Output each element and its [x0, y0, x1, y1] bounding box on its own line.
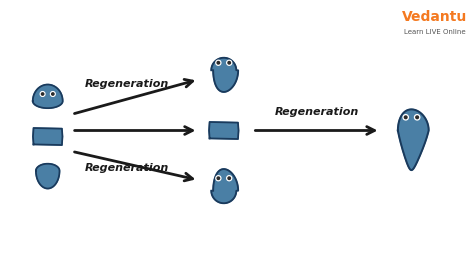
Polygon shape — [211, 58, 238, 92]
Polygon shape — [209, 122, 238, 139]
Polygon shape — [33, 128, 63, 145]
Text: Regeneration: Regeneration — [274, 107, 358, 117]
Circle shape — [217, 62, 219, 64]
Circle shape — [40, 92, 45, 96]
Circle shape — [216, 60, 221, 65]
Polygon shape — [36, 164, 60, 188]
Text: Vedantu: Vedantu — [402, 10, 467, 24]
Circle shape — [50, 92, 55, 96]
Text: Regeneration: Regeneration — [84, 163, 169, 173]
Polygon shape — [398, 109, 428, 170]
Polygon shape — [33, 85, 63, 108]
Circle shape — [217, 177, 219, 180]
Polygon shape — [211, 169, 238, 203]
Circle shape — [228, 62, 230, 64]
Text: Learn LIVE Online: Learn LIVE Online — [404, 28, 465, 34]
Text: Regeneration: Regeneration — [84, 79, 169, 90]
Circle shape — [416, 116, 419, 118]
Circle shape — [41, 93, 44, 95]
Circle shape — [414, 115, 420, 120]
Circle shape — [52, 93, 54, 95]
Circle shape — [227, 60, 232, 65]
Circle shape — [227, 176, 232, 181]
Circle shape — [404, 116, 407, 118]
Circle shape — [228, 177, 230, 180]
Circle shape — [403, 115, 408, 120]
Circle shape — [216, 176, 221, 181]
